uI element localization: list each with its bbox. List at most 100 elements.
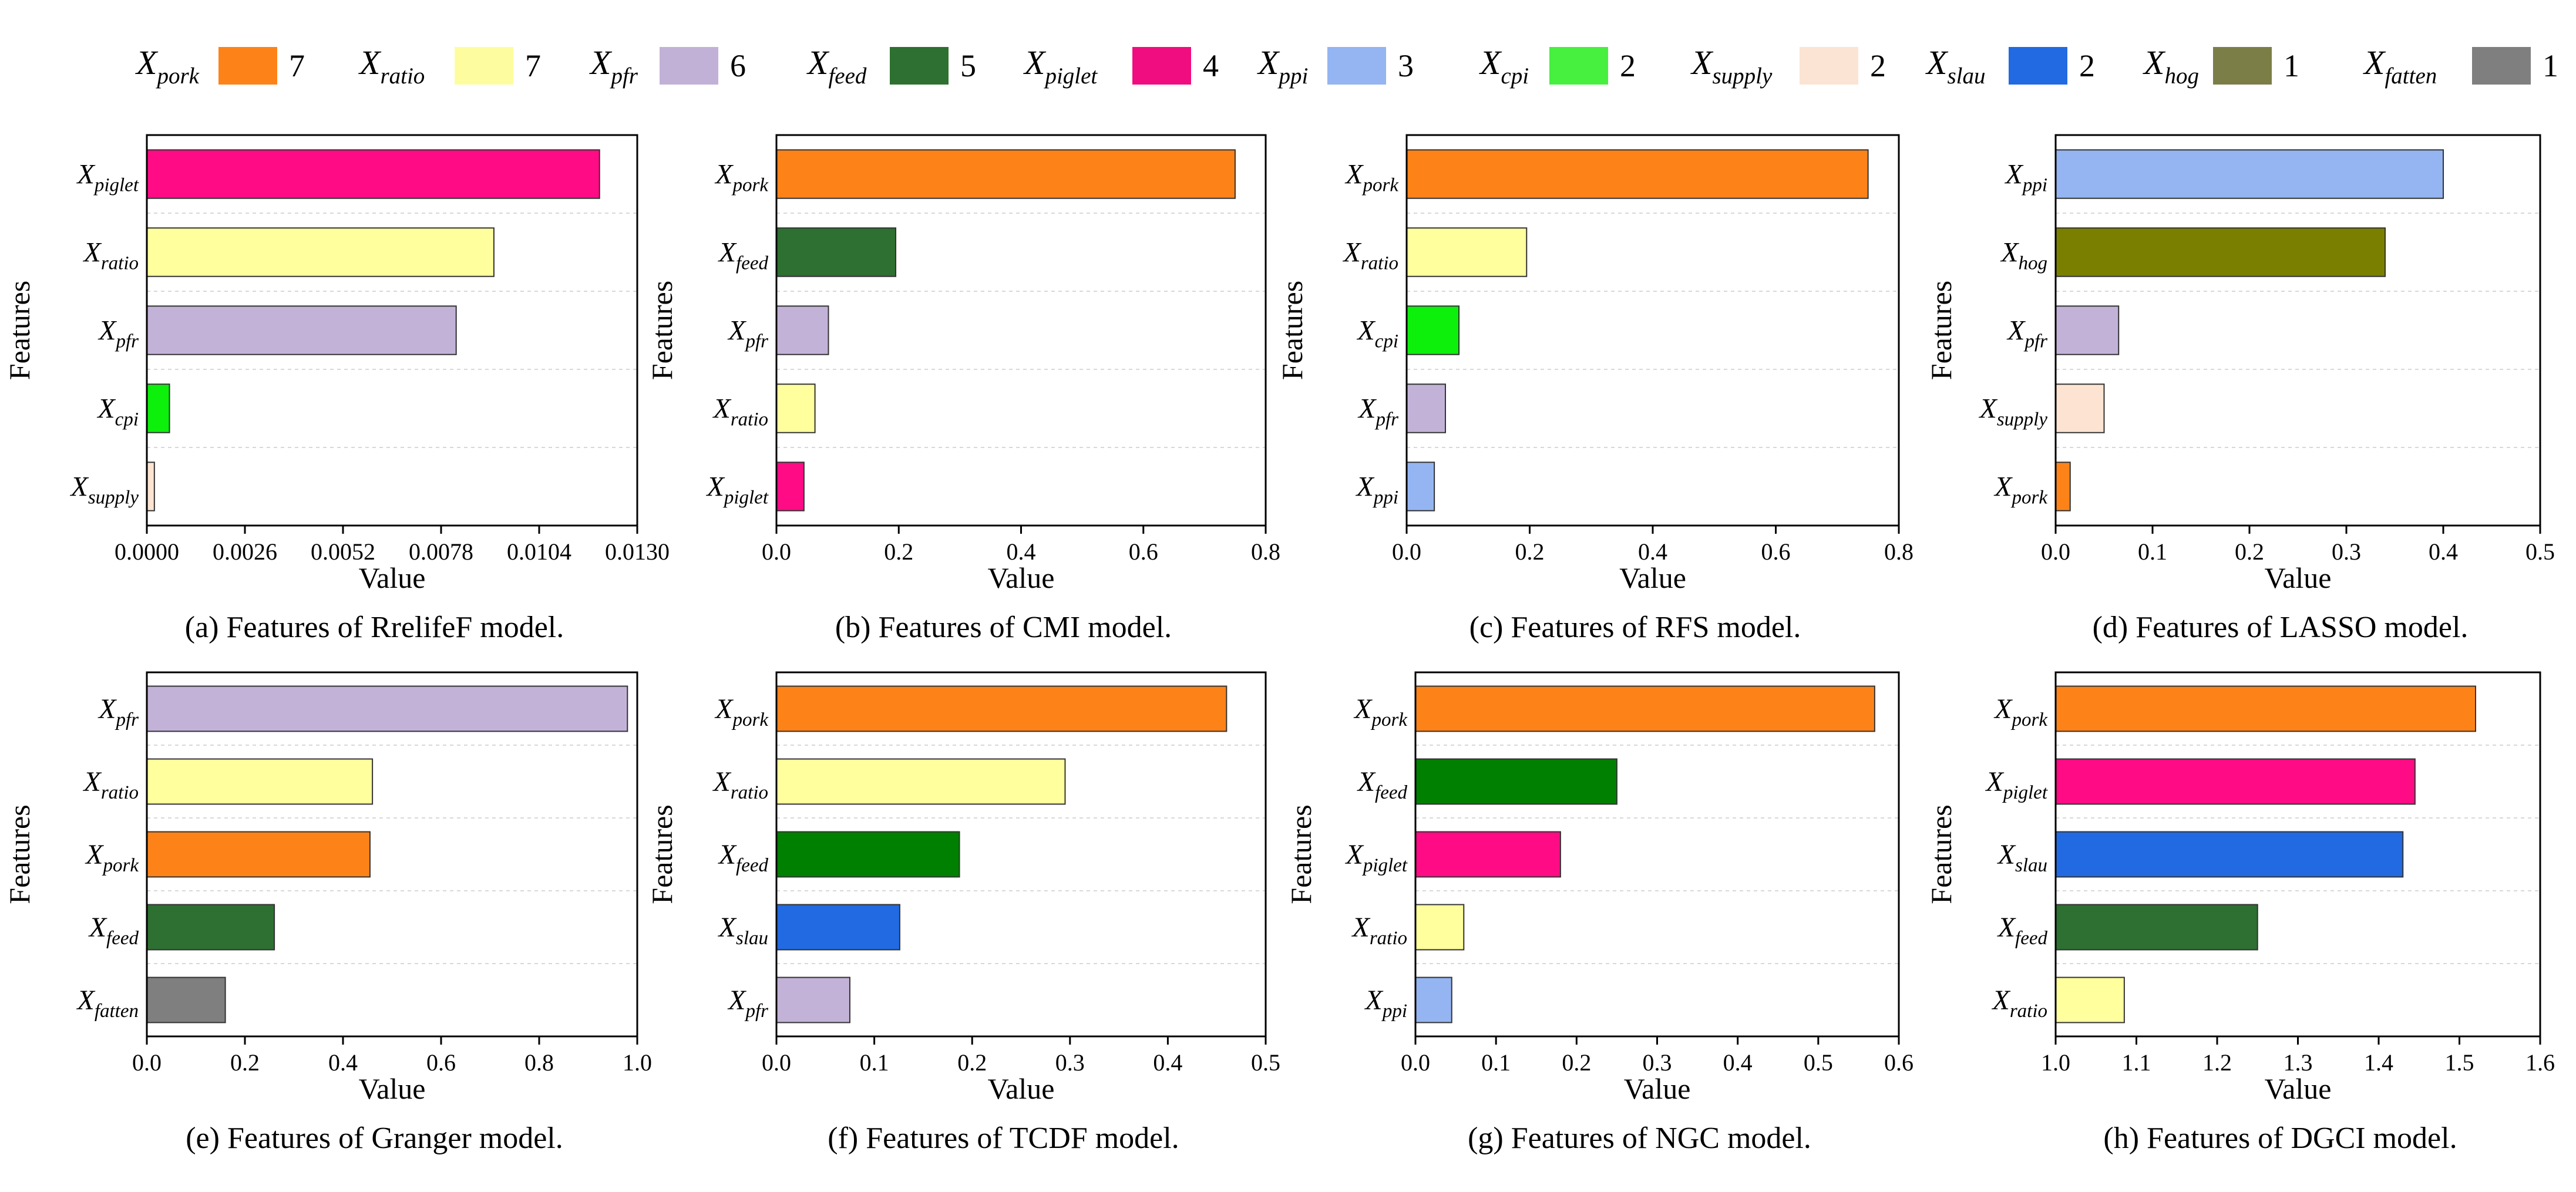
ytick-label-ratio-main: X (82, 237, 102, 268)
ytick-label-ppi-sub: ppi (1373, 487, 1398, 509)
ytick-label-ratio: Xratio (82, 766, 139, 803)
ytick-label-pork: Xpork (1344, 159, 1399, 196)
ytick-label-pfr-main: X (727, 985, 746, 1016)
legend-label-slau-main: X (1925, 43, 1949, 82)
legend-label-hog: Xhog (2143, 43, 2199, 89)
ytick-label-ppi-sub: ppi (2022, 175, 2047, 196)
x-axis-label: Value (2265, 561, 2332, 594)
legend-label-feed: Xfeed (806, 43, 867, 89)
bar-cpi (146, 383, 170, 433)
chart-caption: (a) Features of RrelifeF model. (185, 611, 564, 644)
legend-count-feed: 5 (960, 48, 976, 83)
ytick-label-hog-sub: hog (2019, 253, 2048, 274)
ytick-label-piglet-main: X (1345, 839, 1364, 870)
x-axis-label: Value (359, 1072, 426, 1105)
bar-slau (2055, 831, 2404, 878)
chart-caption: (g) Features of NGC model. (1468, 1122, 1811, 1155)
ytick-label-pfr-main: X (97, 315, 117, 346)
ytick-label-pork-main: X (1993, 693, 2013, 725)
legend: Xpork 7 Xratio 7 Xpfr 6 Xfeed 5 Xpiglet 4 Xppi 3 Xcp… (135, 43, 2558, 89)
bar-hog (2055, 227, 2386, 277)
xtick-label: 0.0 (1401, 1049, 1430, 1076)
bar-pork (1406, 149, 1869, 199)
ytick-label-piglet-sub: piglet (2002, 782, 2048, 803)
ytick-label-slau-sub: slau (736, 928, 768, 949)
ytick-label-ratio: Xratio (1991, 985, 2047, 1022)
ytick-label-pfr: Xpfr (2006, 315, 2047, 352)
ytick-label-feed: Xfeed (718, 237, 769, 274)
bar-ratio (776, 758, 1066, 805)
xtick-label: 0.2 (1515, 538, 1545, 565)
legend-count-pork: 7 (289, 48, 305, 83)
legend-count-hog: 1 (2284, 48, 2299, 83)
xtick-label: 1.3 (2284, 1049, 2313, 1076)
y-axis-label: Features (3, 804, 36, 904)
ytick-label-pfr: Xpfr (1357, 393, 1398, 430)
legend-label-ratio-main: X (358, 43, 382, 82)
ytick-label-pork: Xpork (1993, 693, 2048, 730)
ytick-label-pork-main: X (1353, 693, 1373, 725)
ytick-label-slau: Xslau (718, 912, 768, 949)
xtick-label: 0.2 (1562, 1049, 1591, 1076)
legend-swatch-hog (2213, 47, 2272, 85)
ytick-label-ratio-sub: ratio (2010, 1001, 2047, 1022)
bar-feed (1415, 758, 1617, 805)
ytick-label-pfr-sub: pfr (115, 709, 139, 730)
ytick-label-pfr: Xpfr (97, 315, 139, 352)
xtick-label: 0.6 (1761, 538, 1791, 565)
ytick-label-feed-main: X (718, 237, 737, 268)
legend-label-pfr: Xpfr (589, 43, 638, 89)
xtick-label: 0.8 (1884, 538, 1913, 565)
ytick-label-pork-main: X (1344, 159, 1364, 190)
legend-label-ratio-sub: ratio (380, 63, 425, 89)
bar-pfr (146, 685, 628, 732)
chart-caption: (h) Features of DGCI model. (2103, 1122, 2457, 1155)
ytick-label-ratio: Xratio (712, 766, 768, 803)
ytick-label-pfr-sub: pfr (1374, 409, 1398, 430)
x-axis-label: Value (988, 561, 1055, 594)
xtick-label: 0.1 (1481, 1049, 1511, 1076)
ytick-label-pork-main: X (85, 839, 104, 870)
ytick-label-pork-main: X (714, 693, 734, 725)
x-axis-label: Value (1619, 561, 1686, 594)
bar-pork (776, 685, 1228, 732)
ytick-label-pfr: Xpfr (97, 693, 139, 730)
xtick-label: 0.0 (762, 1049, 791, 1076)
bar-piglet (146, 149, 600, 199)
ytick-label-ratio-main: X (1342, 237, 1361, 268)
legend-swatch-ppi (1327, 47, 1386, 85)
bar-ppi (2055, 149, 2444, 199)
bar-feed (2055, 904, 2258, 951)
xtick-label: 0.1 (2138, 538, 2167, 565)
bar-pork (1415, 685, 1875, 732)
bar-piglet (2055, 758, 2416, 805)
ytick-label-cpi-main: X (1356, 315, 1376, 346)
x-axis-label: Value (359, 561, 426, 594)
ytick-label-ratio: Xratio (712, 393, 768, 430)
ytick-label-feed-sub: feed (1375, 782, 1407, 803)
legend-count-ppi: 3 (1398, 48, 1414, 83)
xtick-label: 0.0052 (311, 538, 375, 565)
ytick-label-ratio-sub: ratio (1370, 928, 1407, 949)
legend-swatch-piglet (1132, 47, 1191, 85)
bar-feed (776, 227, 897, 277)
xtick-label: 0.4 (1153, 1049, 1182, 1076)
ytick-label-piglet-main: X (76, 159, 96, 190)
ytick-label-fatten-sub: fatten (95, 1001, 139, 1022)
ytick-label-cpi-sub: cpi (1375, 331, 1398, 352)
legend-item-slau: Xslau 2 (1925, 43, 2095, 89)
legend-item-supply: Xsupply 2 (1690, 43, 1886, 89)
legend-item-fatten: Xfatten 1 (2363, 43, 2558, 89)
legend-swatch-pork (218, 47, 277, 85)
ytick-label-piglet: Xpiglet (76, 159, 139, 196)
chart-caption: (e) Features of Granger model. (186, 1122, 563, 1155)
xtick-label: 0.5 (1251, 1049, 1280, 1076)
y-axis-label: Features (1925, 281, 1958, 380)
legend-label-ppi: Xppi (1257, 43, 1308, 89)
xtick-label: 1.5 (2445, 1049, 2474, 1076)
ytick-label-pfr-main: X (727, 315, 746, 346)
